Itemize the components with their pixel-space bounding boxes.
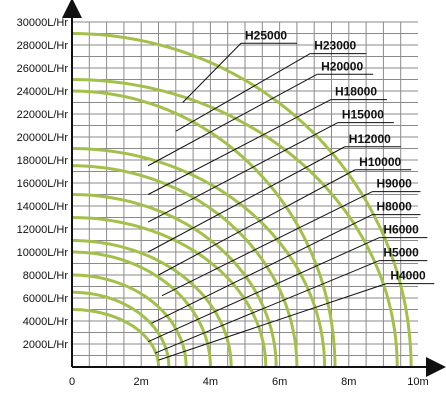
- series-label-h20000: H20000: [321, 59, 363, 73]
- series-label-h25000: H25000: [245, 28, 287, 42]
- y-tick-label: 30000L/Hr: [17, 17, 69, 29]
- x-tick-label: 10m: [407, 376, 428, 388]
- y-tick-label: 26000L/Hr: [17, 63, 69, 75]
- curve-h20000: [71, 89, 337, 368]
- leader-line-h5000: [154, 260, 380, 354]
- leader-line-h10000: [158, 169, 356, 276]
- series-label-h5000: H5000: [383, 246, 419, 260]
- series-label-h9000: H9000: [376, 177, 412, 191]
- x-tick-label: 0: [69, 376, 75, 388]
- y-tick-label: 22000L/Hr: [17, 109, 69, 121]
- x-tick-label: 8m: [341, 376, 356, 388]
- x-tick-label: 4m: [203, 376, 218, 388]
- leader-line-h25000: [182, 42, 242, 103]
- leader-line-h15000: [147, 122, 339, 223]
- y-tick-label: 28000L/Hr: [17, 40, 69, 52]
- series-label-h10000: H10000: [359, 155, 401, 169]
- curve-h8000: [72, 250, 212, 367]
- axes: [62, 0, 446, 377]
- leader-line-h8000: [151, 214, 373, 324]
- series-label-h18000: H18000: [335, 85, 377, 99]
- series-label-h15000: H15000: [342, 108, 384, 122]
- y-tick-label: 24000L/Hr: [17, 86, 69, 98]
- curve-h23000: [71, 78, 399, 368]
- y-tick-label: 8000L/Hr: [23, 270, 69, 282]
- leader-line-h20000: [147, 73, 318, 167]
- series-labels: H25000 H23000 H20000 H18000 H15000 H12000 H100…: [147, 28, 435, 361]
- y-tick-label: 14000L/Hr: [17, 201, 69, 213]
- y-tick-label: 6000L/Hr: [23, 293, 69, 305]
- series-label-h12000: H12000: [349, 132, 391, 146]
- series-label-h4000: H4000: [390, 269, 426, 283]
- curves: [71, 32, 413, 368]
- curve-h4000: [72, 308, 160, 367]
- curve-h15000: [72, 164, 299, 368]
- y-tick-label: 4000L/Hr: [23, 316, 69, 328]
- y-tick-label: 12000L/Hr: [17, 224, 69, 236]
- y-tick-label: 20000L/Hr: [17, 132, 69, 144]
- leader-line-h12000: [147, 146, 346, 253]
- curve-h25000: [71, 32, 413, 368]
- series-label-h23000: H23000: [314, 39, 356, 53]
- curve-h18000: [71, 147, 327, 368]
- series-label-h8000: H8000: [376, 200, 412, 214]
- x-tick-label: 6m: [272, 376, 287, 388]
- y-tick-label: 16000L/Hr: [17, 178, 69, 190]
- leader-line-h9000: [161, 191, 373, 297]
- y-tick-label: 10000L/Hr: [17, 247, 69, 259]
- leader-line-h4000: [158, 283, 387, 361]
- curve-h5000: [72, 290, 171, 368]
- curve-h9000: [72, 239, 233, 368]
- x-tick-label: 2m: [134, 376, 149, 388]
- tick-labels: 2000L/Hr 4000L/Hr 6000L/Hr 8000L/Hr 10000L/H…: [17, 17, 429, 388]
- curve-h6000: [72, 273, 188, 368]
- leader-line-h23000: [175, 53, 311, 132]
- curve-h10000: [71, 216, 268, 368]
- series-label-h6000: H6000: [383, 223, 419, 237]
- leader-line-h6000: [147, 237, 380, 343]
- y-tick-label: 18000L/Hr: [17, 155, 69, 167]
- leader-line-h18000: [147, 99, 332, 195]
- curve-h12000: [71, 193, 278, 367]
- y-tick-label: 2000L/Hr: [23, 339, 69, 351]
